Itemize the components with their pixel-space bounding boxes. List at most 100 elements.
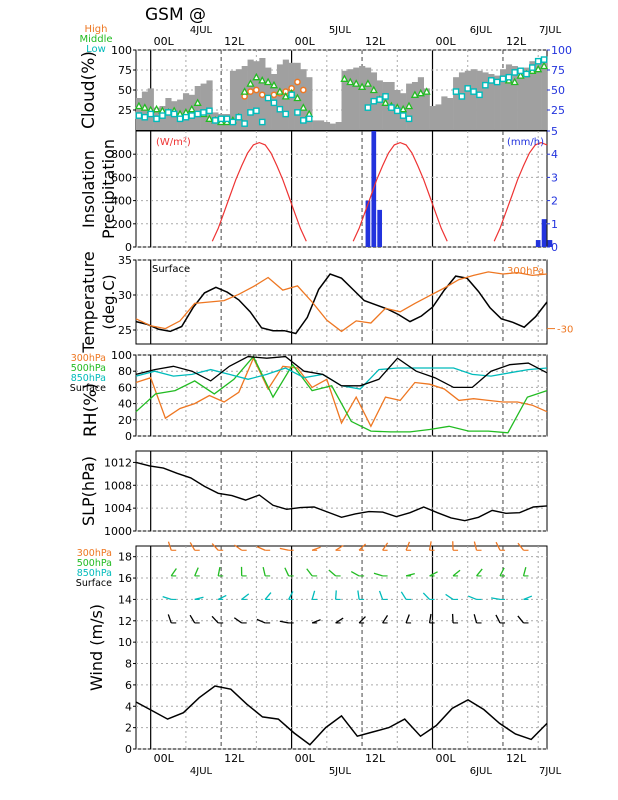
cloud-cover-bar (235, 69, 242, 130)
wind-barb (311, 590, 316, 600)
cloud-low-point (493, 78, 501, 86)
cloud-low-point (523, 70, 530, 78)
cloud-cover-bar (417, 77, 424, 130)
cloud-low-point (159, 112, 166, 119)
bottom-hour-label: 12L (506, 752, 527, 765)
cloud-cover-bar (200, 83, 207, 130)
insolation-ytick: 400 (111, 195, 132, 208)
cloud-cover-bar (206, 80, 213, 130)
cloud-ylabel: Cloud(%) (79, 51, 99, 129)
wind-legend-item: Surface (76, 578, 112, 589)
temperature-ytick: 35 (118, 254, 132, 267)
cloud-low-point (170, 110, 178, 118)
wind-barb (264, 592, 272, 600)
rh-ylabel: RH(%) (81, 383, 101, 437)
wind-barb (189, 542, 196, 551)
cloud-low-point (288, 91, 295, 99)
precipitation-ytick: 1 (551, 218, 558, 231)
cloud-middle-point (422, 87, 431, 95)
slp-ytick: 1008 (104, 479, 132, 492)
precipitation-ytick: 2 (551, 195, 558, 208)
cloud-cover-bar (458, 72, 466, 130)
insolation-ytick: 600 (111, 171, 132, 184)
cloud-cover-bar (511, 66, 518, 130)
cloud-cover-bar (194, 86, 201, 130)
wind-ytick: 12 (118, 615, 132, 628)
insolation-line (211, 141, 307, 242)
rh-ytick: 80 (118, 365, 132, 378)
cloud-high-point (253, 86, 260, 94)
wind-barb (358, 616, 366, 624)
rh-legend-item: Surface (70, 383, 106, 394)
wind-barb (429, 571, 438, 577)
cloud-cover-bar (500, 69, 507, 130)
cloud-low-point (487, 77, 495, 84)
wind-barb (217, 594, 227, 601)
wind-barb (306, 568, 313, 577)
wind-ytick: 4 (125, 700, 132, 713)
temperature-surface-label: Surface (152, 264, 190, 275)
top-hour-label: 00L (295, 35, 316, 48)
cloud-low-point (276, 105, 284, 113)
bottom-date-label: 7JUL (539, 766, 562, 777)
cloud-middle-point (269, 80, 279, 89)
wind-barb (241, 593, 250, 600)
cloud-low-point (135, 112, 143, 119)
cloud-low-point (141, 113, 149, 121)
cloud-cover-bar (453, 77, 460, 130)
wind-barb (335, 617, 344, 624)
insolation-ytick: 200 (111, 218, 132, 231)
slp-ylabel: SLP(hPa) (79, 456, 98, 526)
precipitation-bar (377, 209, 383, 247)
rh-ytick: 60 (118, 381, 132, 394)
top-date-label: 6JUL (470, 25, 493, 36)
cloud-low-point (470, 88, 477, 95)
precipitation-ylabel: Precipitation (99, 139, 118, 239)
cloud-cover-bar (505, 64, 513, 130)
precipitation-bar (547, 240, 553, 247)
wind-barb (499, 567, 505, 577)
wind-barb (382, 615, 389, 624)
wind-barb (262, 567, 266, 577)
temperature-right-tick: -30 (557, 325, 573, 336)
cloud-low-point (294, 109, 301, 116)
cloud-low-point (270, 99, 278, 107)
cloud-low-point (300, 117, 307, 124)
cloud-cover-bar (523, 67, 530, 130)
cloud-low-point (176, 115, 184, 123)
cloud-low-point (188, 112, 196, 119)
insolation-line (493, 141, 548, 242)
rh-legend-item: 500hPa (71, 363, 106, 374)
cloud-legend-item: Middle (79, 34, 112, 45)
cloud-cover-bar (229, 70, 237, 130)
insolation-ytick: 0 (125, 241, 132, 254)
wind-barb (422, 592, 431, 600)
wind-barb (162, 596, 172, 601)
cloud-cover-bar (529, 61, 536, 131)
cloud-middle-point (410, 90, 419, 98)
wind-legend-item: 500hPa (77, 558, 112, 569)
precipitation-ytick: 4 (551, 148, 558, 161)
cloud-low-point (476, 91, 483, 99)
cloud-low-point (370, 97, 378, 105)
cloud-middle-point (516, 71, 525, 79)
wind-barb (211, 615, 219, 624)
wind-ytick: 8 (125, 658, 132, 671)
wind-barb (428, 541, 432, 551)
cloud-middle-point (534, 64, 543, 73)
cloud-middle-point (246, 79, 255, 87)
wind-barb (467, 595, 477, 601)
cloud-middle-point (381, 98, 390, 106)
wind-ytick: 16 (118, 572, 132, 585)
wind-barb (452, 569, 461, 577)
cloud-cover-bar (517, 69, 524, 130)
bottom-hour-label: 00L (154, 752, 175, 765)
cloud-low-point (388, 104, 395, 111)
insolation-unit: (W/m²) (156, 137, 191, 148)
rh-500hpa-line (135, 355, 548, 434)
cloud-middle-point (346, 77, 355, 86)
cloud-cover-bar (482, 72, 489, 130)
wind-ytick: 14 (118, 593, 132, 606)
cloud-cover-bar (447, 98, 454, 130)
cloud-low-point (206, 107, 213, 115)
